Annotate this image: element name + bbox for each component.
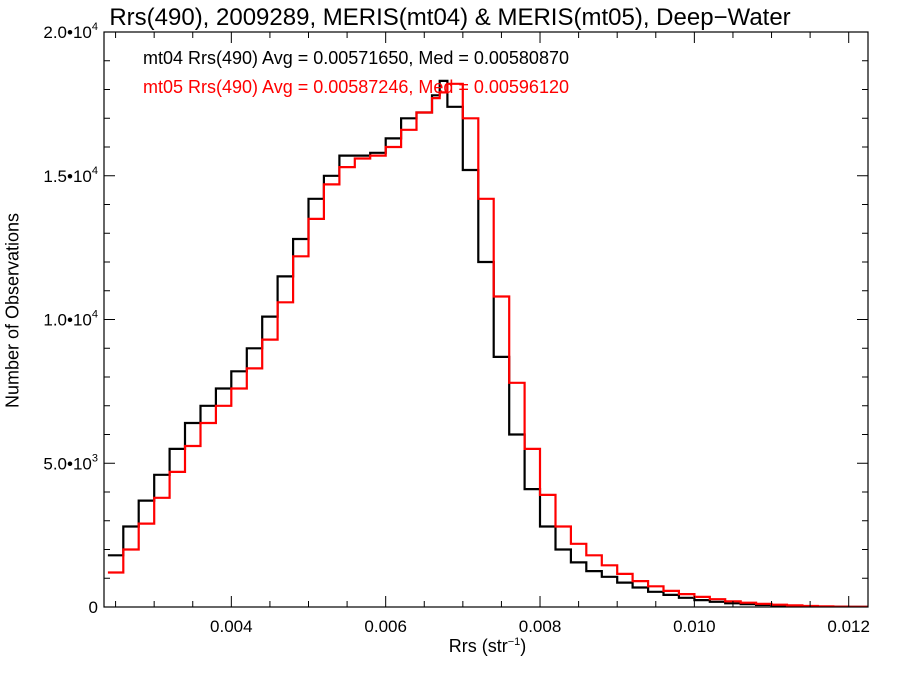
y-tick-label: 0: [89, 598, 98, 617]
legend-text-mt04: mt04 Rrs(490) Avg = 0.00571650, Med = 0.…: [143, 48, 569, 68]
x-tick-label: 0.004: [210, 617, 253, 636]
series-line-mt05: [107, 82, 868, 607]
x-tick-label: 0.006: [364, 617, 407, 636]
y-tick-label: 1.0•104: [43, 309, 98, 330]
x-tick-label: 0.012: [827, 617, 870, 636]
series-line-mt04: [107, 79, 868, 607]
x-tick-label: 0.008: [519, 617, 562, 636]
legend-entry-mt05: mt05 Rrs(490) Avg = 0.00587246, Med = 0.…: [143, 77, 569, 98]
chart-title: Rrs(490), 2009289, MERIS(mt04) & MERIS(m…: [109, 4, 791, 31]
x-axis-label-exponent: −1: [507, 636, 521, 648]
x-axis-label-close: ): [520, 636, 527, 656]
y-axis-label: Number of Observations: [2, 212, 23, 409]
legend-entry-mt04: mt04 Rrs(490) Avg = 0.00571650, Med = 0.…: [143, 48, 569, 69]
x-tick-label: 0.010: [673, 617, 716, 636]
y-tick-label: 5.0•103: [43, 452, 98, 473]
y-tick-label: 1.5•104: [43, 165, 98, 186]
x-axis-label: Rrs (str−1): [0, 636, 900, 657]
plot-frame: [103, 31, 869, 608]
legend-text-mt05: mt05 Rrs(490) Avg = 0.00587246, Med = 0.…: [143, 77, 569, 97]
x-axis-label-base: Rrs (str: [448, 636, 508, 656]
y-tick-label: 2.0•104: [43, 21, 98, 42]
